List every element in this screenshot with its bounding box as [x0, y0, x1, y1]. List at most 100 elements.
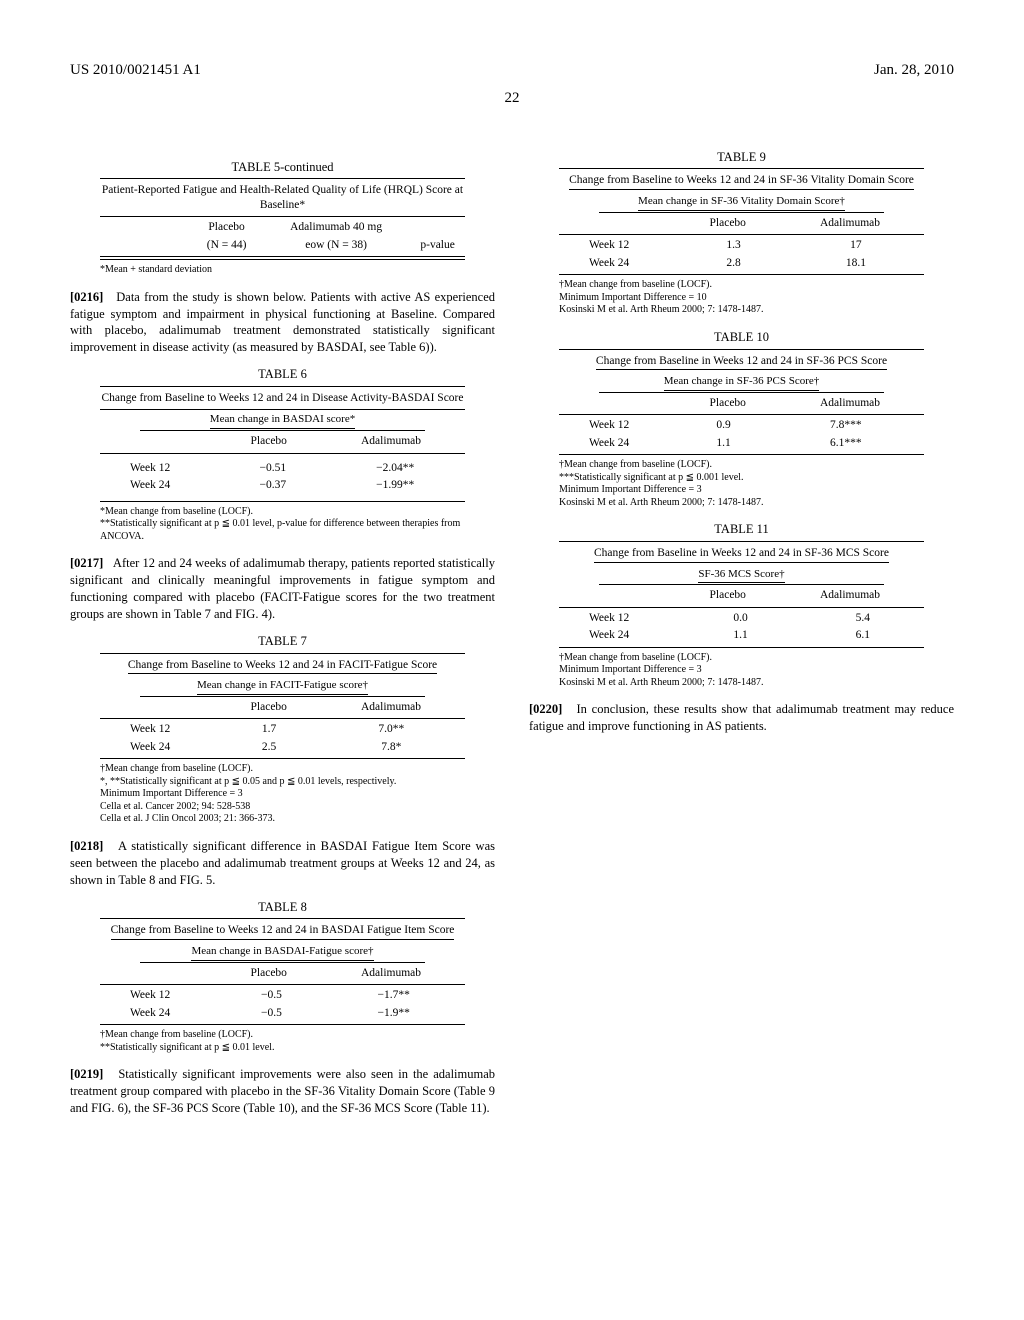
table-11-rows: Week 120.05.4 Week 241.16.1	[559, 610, 924, 645]
col-header: Placebo	[679, 587, 776, 605]
table-5-continued: TABLE 5-continued Patient-Reported Fatig…	[70, 159, 495, 277]
footnote: *Mean + standard deviation	[100, 264, 465, 277]
para-number: [0219]	[70, 1067, 103, 1081]
spanning-header: Mean change in BASDAI score*	[140, 412, 425, 431]
footnote: Minimum Important Difference = 3	[559, 484, 924, 497]
para-text: In conclusion, these results show that a…	[529, 702, 954, 733]
footnote: Kosinski M et al. Arth Rheum 2000; 7: 14…	[559, 497, 924, 510]
col-subheader: eow (N = 38)	[262, 237, 410, 255]
col-header: p-value	[410, 237, 465, 255]
table-footnotes: †Mean change from baseline (LOCF). *, **…	[100, 763, 465, 826]
table-caption: Change from Baseline in Weeks 12 and 24 …	[559, 354, 924, 370]
footnote: Cella et al. J Clin Oncol 2003; 21: 366-…	[100, 813, 465, 826]
col-header: Adalimumab	[776, 215, 924, 233]
table-9: TABLE 9 Change from Baseline to Weeks 12…	[529, 149, 954, 317]
table-8-data: PlaceboAdalimumab	[100, 965, 465, 983]
table-caption: Change from Baseline to Weeks 12 and 24 …	[100, 391, 465, 405]
paragraph-0219: [0219] Statistically significant improve…	[70, 1066, 495, 1117]
table-8: TABLE 8 Change from Baseline to Weeks 12…	[70, 899, 495, 1055]
table-row: Week 120.05.4	[559, 610, 924, 628]
table-caption: Change from Baseline in Weeks 12 and 24 …	[559, 546, 924, 562]
table-footnotes: †Mean change from baseline (LOCF). **Sta…	[100, 1029, 465, 1054]
spanning-header: Mean change in FACIT-Fatigue score†	[140, 678, 425, 697]
spanning-header: Mean change in BASDAI-Fatigue score†	[140, 944, 425, 963]
spanning-header: Mean change in SF-36 PCS Score†	[599, 374, 884, 393]
footnote: †Mean change from baseline (LOCF).	[100, 763, 465, 776]
table-6: TABLE 6 Change from Baseline to Weeks 12…	[70, 366, 495, 543]
table-footnotes: †Mean change from baseline (LOCF). ***St…	[559, 459, 924, 509]
para-number: [0217]	[70, 556, 103, 570]
footnote: Minimum Important Difference = 10	[559, 292, 924, 305]
table-11-data: PlaceboAdalimumab	[559, 587, 924, 605]
table-9-rows: Week 121.317 Week 242.818.1	[559, 237, 924, 272]
table-label: TABLE 11	[529, 521, 954, 538]
para-text: After 12 and 24 weeks of adalimumab ther…	[70, 556, 495, 621]
table-caption: Patient-Reported Fatigue and Health-Rela…	[100, 183, 465, 212]
table-7-rows: Week 121.77.0** Week 242.57.8*	[100, 721, 465, 756]
table-label: TABLE 5-continued	[70, 159, 495, 176]
table-row: Week 242.818.1	[559, 255, 924, 273]
doc-number: US 2010/0021451 A1	[70, 60, 201, 80]
table-row: Week 12−0.5−1.7**	[100, 987, 465, 1005]
col-header: Adalimumab	[317, 699, 465, 717]
table-footnotes: †Mean change from baseline (LOCF). Minim…	[559, 652, 924, 690]
table-footnotes: *Mean + standard deviation	[100, 264, 465, 277]
table-row: Week 120.97.8***	[559, 417, 924, 435]
para-number: [0216]	[70, 290, 103, 304]
table-caption: Change from Baseline to Weeks 12 and 24 …	[100, 658, 465, 674]
table-label: TABLE 6	[70, 366, 495, 383]
footnote: Minimum Important Difference = 3	[100, 788, 465, 801]
paragraph-0217: [0217] After 12 and 24 weeks of adalimum…	[70, 555, 495, 623]
paragraph-0220: [0220] In conclusion, these results show…	[529, 701, 954, 735]
table-label: TABLE 7	[70, 633, 495, 650]
table-footnotes: †Mean change from baseline (LOCF). Minim…	[559, 279, 924, 317]
table-label: TABLE 9	[529, 149, 954, 166]
table-caption: Change from Baseline to Weeks 12 and 24 …	[559, 173, 924, 189]
table-6-data: PlaceboAdalimumab	[100, 433, 465, 451]
para-text: Statistically significant improvements w…	[70, 1067, 495, 1115]
table-9-data: PlaceboAdalimumab	[559, 215, 924, 233]
table-label: TABLE 8	[70, 899, 495, 916]
table-10: TABLE 10 Change from Baseline in Weeks 1…	[529, 329, 954, 510]
col-header: Adalimumab	[776, 395, 924, 413]
spanning-header: Mean change in SF-36 Vitality Domain Sco…	[599, 194, 884, 213]
para-text: Data from the study is shown below. Pati…	[70, 290, 495, 355]
table-row: Week 24−0.5−1.9**	[100, 1005, 465, 1023]
col-header: Placebo	[220, 699, 317, 717]
two-column-body: TABLE 5-continued Patient-Reported Fatig…	[70, 149, 954, 1249]
footnote: **Statistically significant at p ≦ 0.01 …	[100, 518, 465, 543]
spanning-header: SF-36 MCS Score†	[599, 567, 884, 586]
table-caption: Change from Baseline to Weeks 12 and 24 …	[100, 923, 465, 939]
footnote: †Mean change from baseline (LOCF).	[559, 652, 924, 665]
table-8-rows: Week 12−0.5−1.7** Week 24−0.5−1.9**	[100, 987, 465, 1022]
table-7-data: PlaceboAdalimumab	[100, 699, 465, 717]
col-header: Placebo	[220, 965, 317, 983]
table-5-header: Placebo Adalimumab 40 mg (N = 44) eow (N…	[100, 219, 465, 254]
footnote: Kosinski M et al. Arth Rheum 2000; 7: 14…	[559, 677, 924, 690]
doc-date: Jan. 28, 2010	[874, 60, 954, 80]
footnote: Kosinski M et al. Arth Rheum 2000; 7: 14…	[559, 304, 924, 317]
footnote: †Mean change from baseline (LOCF).	[100, 1029, 465, 1042]
table-label: TABLE 10	[529, 329, 954, 346]
table-row: Week 121.317	[559, 237, 924, 255]
table-row: Week 241.16.1	[559, 627, 924, 645]
table-row: Week 242.57.8*	[100, 739, 465, 757]
page-header: US 2010/0021451 A1 Jan. 28, 2010	[70, 60, 954, 80]
footnote: *Mean change from baseline (LOCF).	[100, 506, 465, 519]
table-row: Week 24−0.37−1.99**	[100, 477, 465, 495]
table-6-rows: Week 12−0.51−2.04** Week 24−0.37−1.99**	[100, 460, 465, 495]
footnote: Cella et al. Cancer 2002; 94: 528-538	[100, 801, 465, 814]
para-number: [0218]	[70, 839, 103, 853]
table-row: Week 241.16.1***	[559, 435, 924, 453]
para-number: [0220]	[529, 702, 562, 716]
table-11: TABLE 11 Change from Baseline in Weeks 1…	[529, 521, 954, 689]
para-text: A statistically significant difference i…	[70, 839, 495, 887]
page-number: 22	[70, 88, 954, 108]
col-header: Adalimumab	[317, 965, 465, 983]
footnote: *, **Statistically significant at p ≦ 0.…	[100, 776, 465, 789]
footnote: Minimum Important Difference = 3	[559, 664, 924, 677]
col-header: Placebo	[191, 219, 262, 237]
col-header: Adalimumab	[317, 433, 465, 451]
table-10-data: PlaceboAdalimumab	[559, 395, 924, 413]
col-header: Adalimumab	[776, 587, 924, 605]
